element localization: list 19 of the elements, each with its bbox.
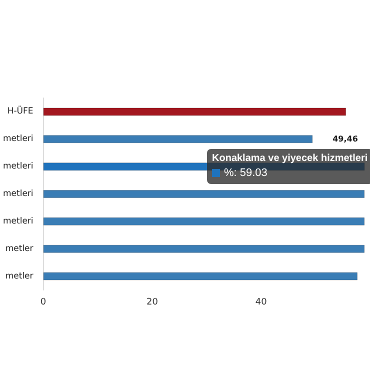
y-tick-label: metler bbox=[5, 271, 34, 282]
x-tick-label: 20 bbox=[146, 298, 158, 308]
x-tick-label: 40 bbox=[255, 298, 268, 308]
bar bbox=[43, 244, 365, 253]
y-tick-label: metler bbox=[5, 244, 34, 254]
y-tick-label: H-ÜFE bbox=[7, 106, 34, 117]
annotation: %: 59.03 bbox=[224, 167, 268, 179]
bar bbox=[43, 135, 313, 144]
data-label: 49,46 bbox=[332, 134, 358, 144]
y-tick-label: metleri bbox=[2, 216, 34, 226]
bar bbox=[43, 108, 346, 116]
bar bbox=[43, 272, 358, 280]
bar bbox=[43, 217, 365, 226]
y-tick-label: metleri bbox=[2, 134, 34, 144]
y-tick-label: metleri bbox=[2, 162, 34, 172]
annotation: Konaklama ve yiyecek hizmetleri bbox=[212, 153, 369, 164]
y-tick-label: metleri bbox=[2, 189, 34, 199]
x-tick-label: 0 bbox=[40, 298, 46, 308]
bar bbox=[43, 190, 365, 198]
